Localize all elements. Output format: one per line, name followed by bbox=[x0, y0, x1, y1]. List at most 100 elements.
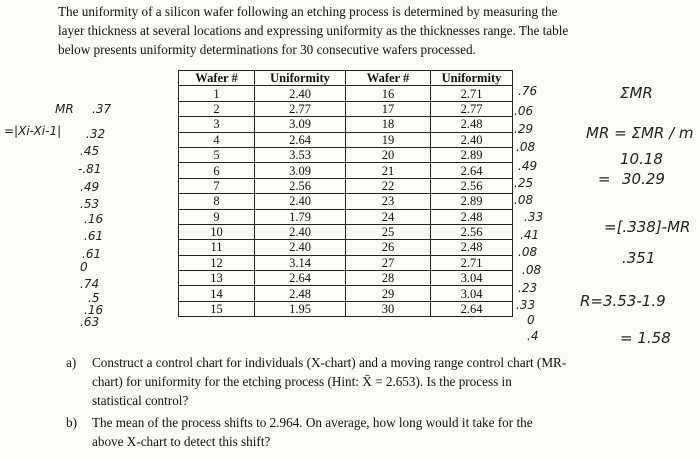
handwritten-note: .37 bbox=[92, 102, 112, 116]
table-cell: 24 bbox=[345, 208, 431, 225]
table-cell: 21 bbox=[345, 162, 431, 179]
table-row: 6 3.09 21 2.64 bbox=[178, 162, 513, 179]
table-cell: 2.71 bbox=[430, 85, 513, 102]
table-row: 12 3.14 27 2.71 bbox=[178, 254, 513, 272]
table-cell: 2.77 bbox=[254, 100, 346, 118]
table-cell: 9 bbox=[178, 208, 255, 225]
header-cell: Uniformity bbox=[430, 69, 513, 87]
question-line: above X-chart to detect this shift? bbox=[92, 434, 271, 449]
handwritten-note: =[.338]-MR bbox=[604, 218, 691, 236]
table-cell: 2.71 bbox=[430, 254, 513, 272]
handwritten-note: .351 bbox=[622, 249, 656, 267]
table-cell: 25 bbox=[345, 223, 431, 241]
handwritten-note: 10.18 bbox=[620, 150, 663, 168]
table-cell: 11 bbox=[178, 239, 255, 256]
handwritten-note: R=3.53-1.9 bbox=[580, 292, 666, 310]
table-row: 10 2.40 25 2.56 bbox=[178, 223, 513, 241]
handwritten-note: .76 bbox=[518, 84, 538, 98]
intro-line: The uniformity of a silicon wafer follow… bbox=[58, 4, 558, 19]
handwritten-note: .06 bbox=[514, 104, 534, 118]
handwritten-note: .25 bbox=[514, 176, 534, 190]
table-cell: 23 bbox=[345, 193, 431, 210]
question-line: chart) for uniformity for the etching pr… bbox=[92, 374, 512, 389]
question-label: b) bbox=[66, 415, 77, 430]
header-cell: Wafer # bbox=[178, 69, 255, 87]
handwritten-note: =|Xi-Xi-1| bbox=[4, 124, 62, 138]
table-cell: 4 bbox=[178, 131, 255, 148]
table-cell: 2.48 bbox=[430, 239, 513, 256]
table-cell: 14 bbox=[178, 285, 255, 302]
table-row: 7 2.56 22 2.56 bbox=[178, 177, 513, 195]
table-cell: 2.48 bbox=[430, 116, 513, 133]
uniformity-table: Wafer # Uniformity Wafer # Uniformity 1 2.40 1… bbox=[178, 69, 513, 318]
handwritten-note: .45 bbox=[80, 144, 100, 158]
table-cell: 2.56 bbox=[430, 177, 513, 195]
table-cell: 15 bbox=[178, 300, 255, 318]
handwritten-note: .63 bbox=[80, 315, 100, 329]
table-cell: 2.77 bbox=[430, 100, 513, 118]
table-cell: 5 bbox=[178, 146, 255, 164]
handwritten-note: = 1.58 bbox=[620, 329, 671, 347]
handwritten-note: .33 bbox=[516, 298, 536, 312]
table-cell: 2.48 bbox=[430, 208, 513, 225]
table-row: 11 2.40 26 2.48 bbox=[178, 239, 513, 256]
table-row: 13 2.64 28 3.04 bbox=[178, 270, 513, 287]
handwritten-note: MR = ΣMR / m bbox=[586, 124, 694, 142]
handwritten-note: .5 bbox=[88, 291, 100, 305]
header-row: Wafer # Uniformity Wafer # Uniformity bbox=[178, 69, 513, 87]
table-cell: 3.53 bbox=[254, 146, 346, 164]
table-cell: 2.56 bbox=[254, 177, 346, 195]
table-cell: 13 bbox=[178, 270, 255, 287]
table-cell: 3.04 bbox=[430, 270, 513, 287]
intro-line: below presents uniformity determinations… bbox=[58, 42, 476, 57]
table-row: 9 1.79 24 2.48 bbox=[178, 208, 513, 225]
table-cell: 10 bbox=[178, 223, 255, 241]
table-cell: 1.95 bbox=[254, 300, 346, 318]
question-line: statistical control? bbox=[92, 393, 189, 408]
table-cell: 2.40 bbox=[254, 223, 346, 241]
handwritten-note: 0 bbox=[80, 260, 88, 274]
table-cell: 2.40 bbox=[254, 85, 346, 102]
header-cell: Wafer # bbox=[345, 69, 431, 87]
handwritten-note: .49 bbox=[518, 159, 538, 173]
table-cell: 20 bbox=[345, 146, 431, 164]
handwritten-note: .32 bbox=[86, 127, 106, 141]
table-row: 14 2.48 29 3.04 bbox=[178, 285, 513, 302]
table-cell: 27 bbox=[345, 254, 431, 272]
handwritten-note: .08 bbox=[516, 140, 536, 154]
table-row: 15 1.95 30 2.64 bbox=[178, 300, 513, 318]
table-row: 8 2.40 23 2.89 bbox=[178, 193, 513, 210]
handwritten-note: 0 bbox=[527, 313, 535, 327]
table-cell: 2 bbox=[178, 100, 255, 118]
handwritten-note: 30.29 bbox=[622, 170, 665, 188]
handwritten-note: -.81 bbox=[78, 162, 102, 176]
table-cell: 3 bbox=[178, 116, 255, 133]
table-row: 3 3.09 18 2.48 bbox=[178, 116, 513, 133]
table-row: 2 2.77 17 2.77 bbox=[178, 100, 513, 118]
handwritten-note: .33 bbox=[524, 210, 544, 224]
table-cell: 30 bbox=[345, 300, 431, 318]
table-cell: 2.48 bbox=[254, 285, 346, 302]
table-cell: 2.40 bbox=[254, 193, 346, 210]
handwritten-note: .61 bbox=[84, 229, 104, 243]
handwritten-note: .49 bbox=[80, 180, 100, 194]
table-row: 5 3.53 20 2.89 bbox=[178, 146, 513, 164]
table-cell: 2.64 bbox=[254, 270, 346, 287]
table-cell: 6 bbox=[178, 162, 255, 179]
handwritten-note: .61 bbox=[82, 247, 102, 261]
table-cell: 2.64 bbox=[430, 162, 513, 179]
table-cell: 2.40 bbox=[254, 239, 346, 256]
handwritten-note: .4 bbox=[527, 329, 539, 343]
handwritten-note: .08 bbox=[522, 263, 542, 277]
handwritten-note: ΣMR bbox=[620, 84, 653, 102]
table-row: 4 2.64 19 2.40 bbox=[178, 131, 513, 148]
table-cell: 3.14 bbox=[254, 254, 346, 272]
table-cell: 2.56 bbox=[430, 223, 513, 241]
table-cell: 28 bbox=[345, 270, 431, 287]
handwritten-note: MR bbox=[55, 102, 74, 116]
table-cell: 12 bbox=[178, 254, 255, 272]
table-cell: 7 bbox=[178, 177, 255, 195]
table-cell: 8 bbox=[178, 193, 255, 210]
question-label: a) bbox=[66, 355, 77, 370]
handwritten-note: .41 bbox=[520, 228, 540, 242]
